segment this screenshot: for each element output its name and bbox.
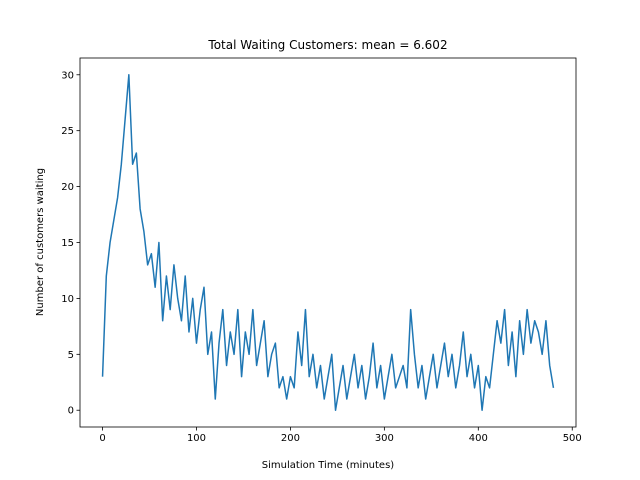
y-tick-label: 25 bbox=[61, 126, 74, 137]
y-tick-label: 10 bbox=[61, 294, 74, 305]
x-tick-label: 500 bbox=[563, 433, 582, 444]
chart-title: Total Waiting Customers: mean = 6.602 bbox=[207, 38, 447, 52]
y-tick-label: 5 bbox=[68, 350, 74, 361]
x-axis-label: Simulation Time (minutes) bbox=[262, 460, 394, 471]
x-tick-label: 200 bbox=[281, 433, 300, 444]
y-tick-label: 30 bbox=[61, 70, 74, 81]
y-tick-label: 20 bbox=[61, 182, 74, 193]
x-tick-label: 300 bbox=[375, 433, 394, 444]
x-tick-label: 100 bbox=[187, 433, 206, 444]
y-tick-label: 0 bbox=[68, 406, 74, 417]
x-tick-label: 0 bbox=[99, 433, 105, 444]
plot-frame bbox=[79, 57, 577, 428]
data-line bbox=[101, 74, 555, 411]
x-tick-label: 400 bbox=[469, 433, 488, 444]
y-tick-label: 15 bbox=[61, 238, 74, 249]
y-axis-label: Number of customers waiting bbox=[35, 168, 46, 316]
